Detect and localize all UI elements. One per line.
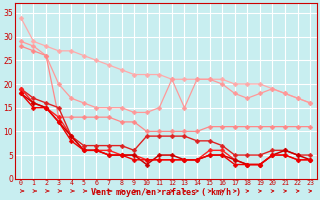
X-axis label: Vent moyen/en rafales ( km/h ): Vent moyen/en rafales ( km/h )	[91, 188, 241, 197]
